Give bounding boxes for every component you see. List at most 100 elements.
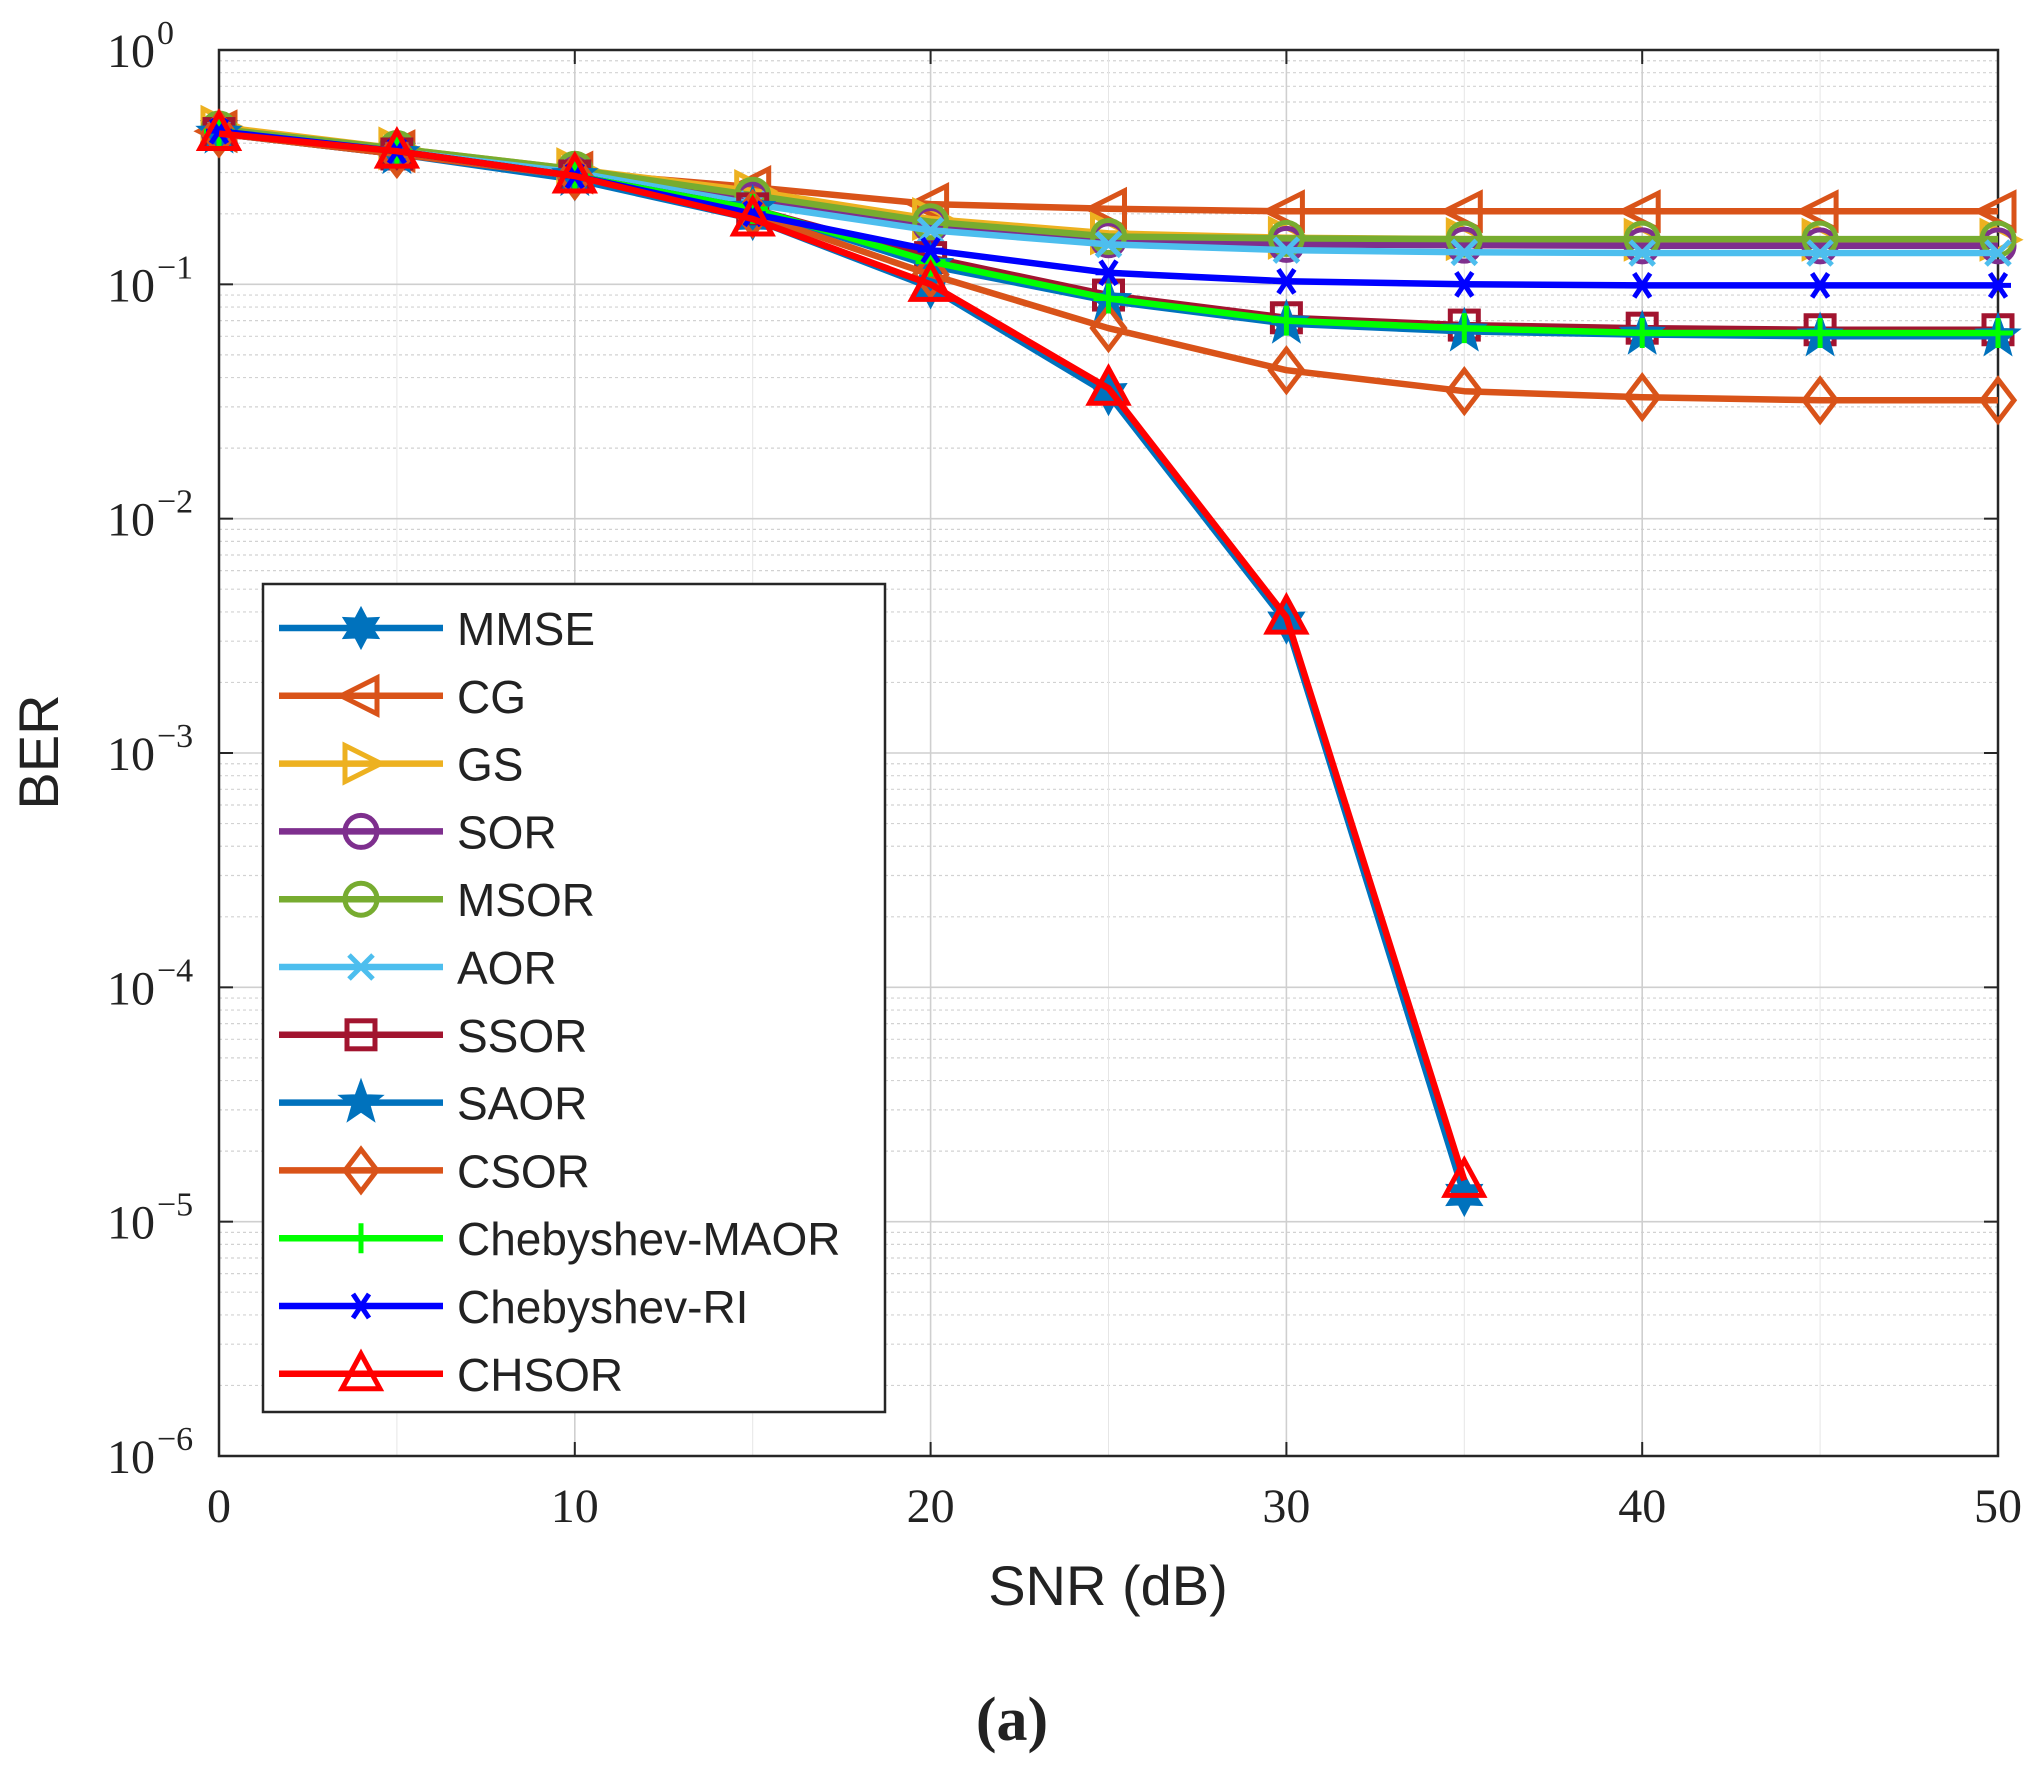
legend: MMSE CG GS SOR MSOR AOR SSOR SAOR CSOR Chebyshev-… <box>261 582 887 1414</box>
marker <box>1805 317 1836 348</box>
y-tick-label-exponent: −3 <box>157 718 193 755</box>
y-tick-label-exponent: −5 <box>157 1187 193 1224</box>
legend-entry: Chebyshev-MAOR <box>279 1213 840 1265</box>
marker <box>195 108 243 152</box>
marker <box>551 150 599 194</box>
x-tick-label: 40 <box>1618 1480 1666 1533</box>
y-tick-label: 10 <box>107 1197 155 1250</box>
y-tick-label-exponent: −6 <box>157 1421 193 1458</box>
legend-entry: SSOR <box>279 1010 587 1062</box>
legend-label: AOR <box>457 942 557 994</box>
marker <box>1807 271 1834 299</box>
marker <box>1616 189 1661 234</box>
legend-label: CG <box>457 671 526 723</box>
y-tick-label: 10 <box>107 1431 155 1484</box>
legend-label: Chebyshev-RI <box>457 1281 748 1333</box>
marker <box>346 1223 376 1254</box>
marker <box>1972 189 2017 234</box>
y-tick-label: 10 <box>107 259 155 312</box>
legend-entry: CG <box>279 671 526 723</box>
y-tick-label-exponent: −4 <box>157 952 193 989</box>
marker <box>1082 186 1127 231</box>
x-tick-label: 30 <box>1262 1480 1310 1533</box>
legend-entry: SOR <box>279 806 557 858</box>
x-axis-label: SNR (dB) <box>988 1554 1228 1617</box>
marker <box>1271 305 1302 336</box>
marker <box>1623 372 1662 423</box>
marker <box>373 125 421 169</box>
y-axis-label: BER <box>7 694 70 809</box>
marker <box>917 236 944 264</box>
y-tick-label: 10 <box>107 728 155 781</box>
x-tick-label: 20 <box>907 1480 955 1533</box>
marker <box>1449 313 1480 344</box>
marker <box>1263 591 1310 635</box>
marker <box>1628 239 1656 267</box>
legend-label: SSOR <box>457 1010 587 1062</box>
legend-entry: SAOR <box>279 1078 587 1130</box>
marker <box>1089 371 1128 417</box>
legend-label: GS <box>457 739 523 791</box>
marker <box>348 1292 374 1320</box>
marker <box>1978 375 2018 426</box>
legend-label: CHSOR <box>457 1349 623 1401</box>
marker <box>1627 317 1658 348</box>
legend-entry: MSOR <box>279 874 595 926</box>
marker <box>1093 283 1124 314</box>
y-tick-label-exponent: 0 <box>157 15 174 52</box>
marker <box>905 182 950 227</box>
legend-entry: CHSOR <box>279 1348 623 1401</box>
marker <box>342 812 380 850</box>
marker <box>342 880 380 918</box>
marker <box>1984 239 2012 267</box>
marker <box>1985 271 2011 299</box>
figure-caption: (a) <box>976 1686 1048 1754</box>
marker <box>337 1077 385 1123</box>
legend-label: SAOR <box>457 1078 587 1130</box>
marker <box>1085 363 1132 406</box>
marker <box>1089 303 1128 354</box>
marker <box>1450 238 1479 267</box>
legend-entry: MMSE <box>279 603 595 655</box>
marker <box>1438 189 1483 234</box>
y-tick-label: 10 <box>107 962 155 1015</box>
marker <box>335 673 380 718</box>
series-chsor <box>195 108 1488 1198</box>
x-tick-label: 10 <box>551 1480 599 1533</box>
marker <box>1445 366 1484 417</box>
legend-entry: CSOR <box>279 1145 590 1197</box>
legend-label: MSOR <box>457 874 595 926</box>
y-tick-label: 10 <box>107 494 155 547</box>
marker <box>555 150 594 202</box>
marker <box>342 741 387 786</box>
marker <box>1794 189 1839 234</box>
x-tick-label: 0 <box>207 1480 231 1533</box>
marker <box>1451 270 1478 298</box>
marker <box>912 203 950 241</box>
legend-entry: AOR <box>279 942 557 994</box>
legend-box <box>261 582 887 1414</box>
x-tick-label: 50 <box>1974 1480 2022 1533</box>
marker <box>1983 317 2013 348</box>
y-tick-label-exponent: −2 <box>157 484 193 521</box>
marker <box>1629 271 1656 299</box>
marker <box>1090 218 1127 256</box>
marker <box>1800 375 1840 426</box>
series-layer <box>193 104 2024 1218</box>
marker <box>1273 267 1300 295</box>
legend-label: MMSE <box>457 603 595 655</box>
marker <box>347 953 375 981</box>
y-tick-label-exponent: −1 <box>157 249 193 286</box>
marker <box>199 108 239 159</box>
y-tick-label: 10 <box>107 25 155 78</box>
marker <box>1272 236 1301 264</box>
marker <box>729 193 776 237</box>
legend-label: CSOR <box>457 1145 590 1197</box>
marker <box>341 1145 381 1196</box>
legend-entry: GS <box>279 739 523 791</box>
marker <box>1267 345 1306 396</box>
series-line <box>218 130 1468 1182</box>
